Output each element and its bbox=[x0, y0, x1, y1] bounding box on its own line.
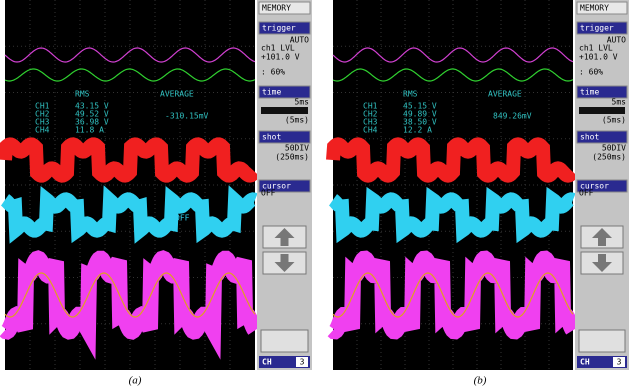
menu-value: +101.0 V bbox=[261, 53, 300, 62]
ch-number: 3 bbox=[300, 358, 305, 367]
menu-value: : 60% bbox=[261, 68, 285, 77]
menu-value: 5ms bbox=[295, 98, 310, 107]
menu-label: time bbox=[262, 88, 281, 97]
readout-header: AVERAGE bbox=[488, 90, 522, 99]
waveform-band bbox=[5, 144, 255, 175]
menu-value: (250ms) bbox=[275, 153, 309, 162]
menu-value: +101.0 V bbox=[579, 53, 618, 62]
menu-value: OFF bbox=[261, 189, 276, 198]
menu-value: ch1 LVL bbox=[261, 44, 295, 53]
menu-value: 50DIV bbox=[602, 144, 626, 153]
menu-value: OFF bbox=[579, 189, 594, 198]
menu-label: shot bbox=[580, 133, 599, 142]
ch-label: CH bbox=[262, 358, 272, 367]
time-bar bbox=[579, 107, 625, 114]
readout-channel: CH4 bbox=[363, 126, 378, 135]
figure: RMSAVERAGECH143.15 VCH249.52 VCH336.98 V… bbox=[0, 0, 629, 390]
menu-label: trigger bbox=[262, 24, 296, 33]
menu-label: time bbox=[580, 88, 599, 97]
menu-label: shot bbox=[262, 133, 281, 142]
icon-button bbox=[261, 330, 308, 352]
time-bar bbox=[261, 107, 308, 114]
menu-value: 5ms bbox=[612, 98, 627, 107]
caption: (a) bbox=[129, 375, 142, 387]
icon-button bbox=[579, 330, 625, 352]
caption: (b) bbox=[474, 375, 487, 387]
readout-value: 12.2 A bbox=[403, 126, 432, 135]
marker-label: OFF bbox=[175, 214, 190, 223]
waveform-band bbox=[333, 144, 573, 175]
menu-value: (5ms) bbox=[285, 116, 309, 125]
readout-value: 11.8 A bbox=[75, 126, 104, 135]
ch-label: CH bbox=[580, 358, 590, 367]
menu-value: 50DIV bbox=[285, 144, 309, 153]
readout-header: RMS bbox=[75, 90, 90, 99]
menu-value: ch1 LVL bbox=[579, 44, 613, 53]
ch-number: 3 bbox=[617, 358, 622, 367]
menu-label: trigger bbox=[580, 24, 614, 33]
readout-header: RMS bbox=[403, 90, 418, 99]
menu-value: (5ms) bbox=[602, 116, 626, 125]
menu-value: (250ms) bbox=[592, 153, 626, 162]
menu-value: : 60% bbox=[579, 68, 603, 77]
readout-average: -310.15mV bbox=[165, 112, 209, 121]
readout-header: AVERAGE bbox=[160, 90, 194, 99]
readout-channel: CH4 bbox=[35, 126, 50, 135]
readout-average: 849.26mV bbox=[493, 112, 532, 121]
menu-label: MEMORY bbox=[580, 4, 609, 13]
menu-label: MEMORY bbox=[262, 4, 291, 13]
